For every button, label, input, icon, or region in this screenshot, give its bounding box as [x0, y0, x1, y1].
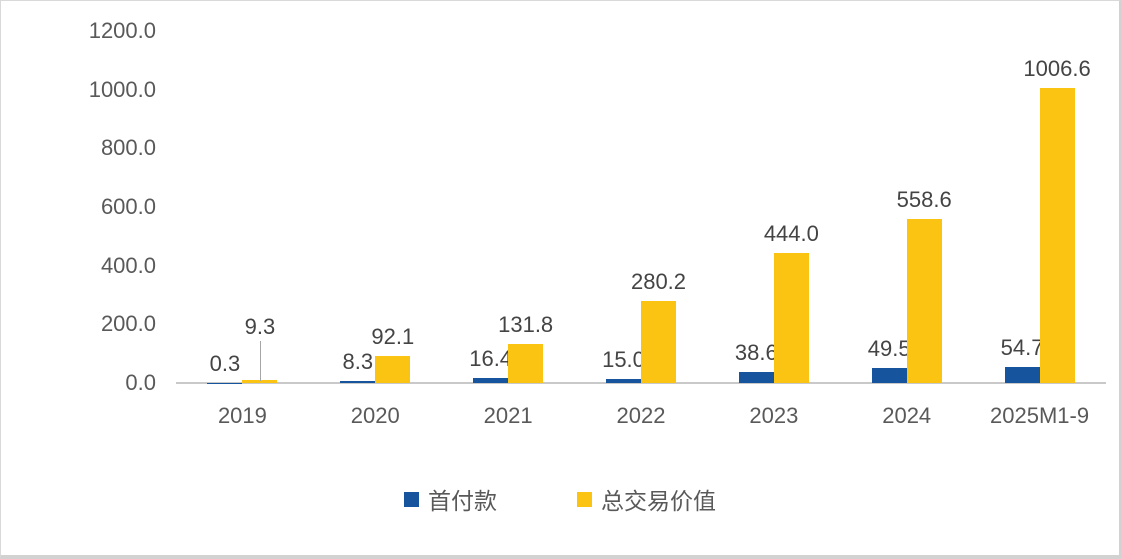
data-label-leader-line — [259, 341, 261, 381]
bar-down-payment — [1004, 366, 1040, 383]
bar-total-transaction-value — [242, 380, 278, 383]
chart-legend: 首付款 总交易价值 — [1, 482, 1119, 516]
legend-item-down-payment: 首付款 — [404, 482, 497, 516]
x-axis-category-label: 2019 — [217, 403, 267, 428]
x-axis-category-label: 2023 — [749, 403, 799, 428]
legend-swatch-blue — [404, 491, 419, 507]
y-axis-tick-label: 0.0 — [125, 370, 156, 395]
x-axis-category-label: 2021 — [483, 403, 533, 428]
data-label: 0.3 — [209, 350, 241, 376]
legend-label-down-payment: 首付款 — [428, 488, 497, 514]
y-axis-tick-label: 200.0 — [100, 311, 156, 337]
x-axis-category-label: 2024 — [882, 403, 932, 428]
bar-total-transaction-value — [508, 344, 544, 383]
bar-down-payment — [340, 380, 376, 383]
data-label: 1006.6 — [1023, 55, 1091, 81]
x-axis-category-label: 2025M1-9 — [990, 403, 1090, 428]
bar-total-transaction-value — [773, 252, 809, 383]
y-axis-tick-label: 1200.0 — [88, 18, 156, 43]
legend-swatch-yellow — [577, 491, 592, 507]
data-label: 54.7 — [1000, 334, 1044, 360]
bar-chart-plot-area: 0.0 200.0 400.0 600.0 800.0 1000.0 1200.0 2019 2… — [1, 1, 1119, 481]
data-label: 558.6 — [896, 187, 952, 213]
bar-total-transaction-value — [1039, 87, 1075, 383]
data-label: 38.6 — [734, 339, 778, 365]
legend-label-total-transaction-value: 总交易价值 — [601, 488, 716, 514]
data-label: 16.4 — [469, 346, 513, 372]
bar-total-transaction-value — [641, 300, 676, 383]
y-axis-tick-label: 600.0 — [100, 194, 156, 219]
data-label: 9.3 — [244, 314, 276, 340]
bar-down-payment — [473, 378, 509, 383]
data-label: 131.8 — [498, 312, 554, 338]
bar-total-transaction-value — [906, 219, 942, 383]
data-label: 280.2 — [630, 268, 687, 294]
y-axis-tick-label: 400.0 — [100, 252, 156, 278]
data-label: 15.0 — [602, 346, 645, 372]
x-axis-category-label: 2022 — [616, 403, 666, 428]
data-label: 49.5 — [867, 336, 911, 362]
data-label: 92.1 — [371, 323, 415, 349]
bar-down-payment — [871, 368, 907, 383]
x-axis-line — [176, 382, 1106, 384]
x-axis-category-label: 2020 — [350, 403, 400, 428]
y-axis-tick-label: 800.0 — [100, 135, 156, 161]
bar-down-payment — [606, 378, 641, 383]
data-label: 8.3 — [342, 348, 374, 374]
y-axis-tick-label: 1000.0 — [88, 76, 156, 102]
data-label: 444.0 — [763, 220, 819, 246]
bar-down-payment — [738, 371, 774, 383]
bar-total-transaction-value — [375, 355, 411, 383]
legend-item-total-transaction-value: 总交易价值 — [577, 482, 716, 516]
